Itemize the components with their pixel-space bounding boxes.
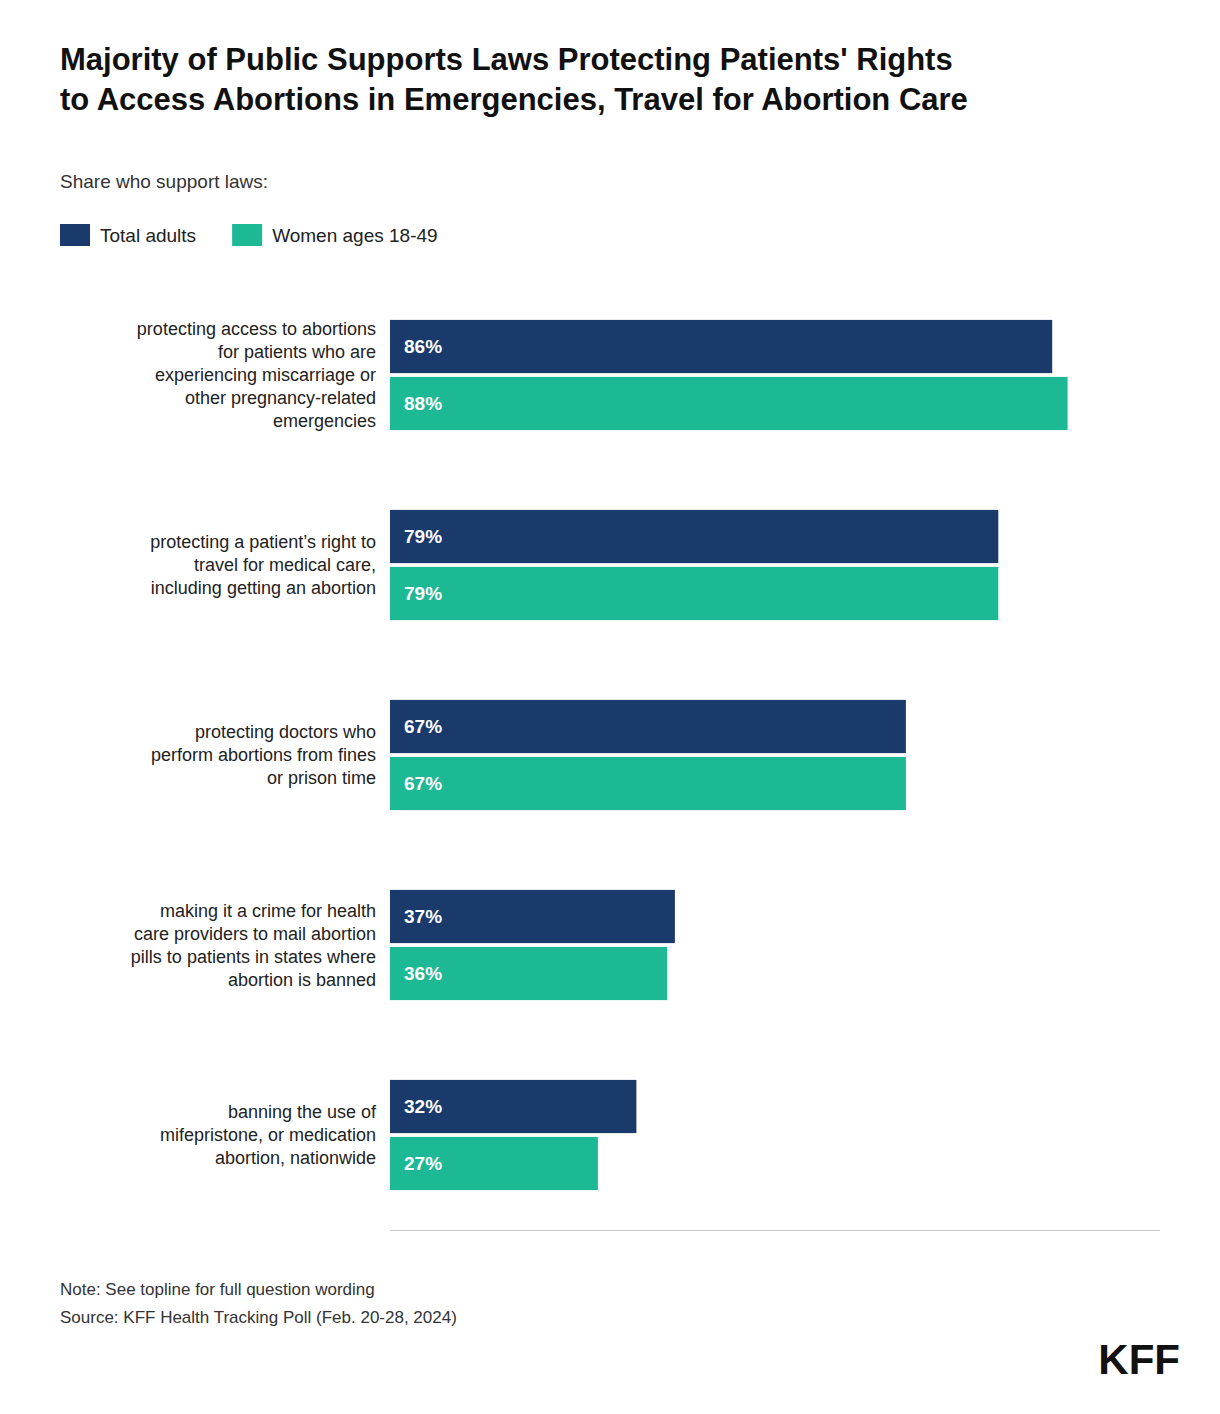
data-label: 36%: [404, 963, 442, 984]
bar: [390, 890, 675, 943]
brand: KFF: [1098, 1336, 1180, 1383]
data-labels: 86% 88% 79% 79% 67% 67% 37% 36% 32% 27%: [404, 336, 442, 1174]
bar: [390, 1137, 598, 1190]
note: Source: KFF Health Tracking Poll (Feb. 2…: [60, 1308, 457, 1327]
bar: [390, 510, 998, 563]
data-label: 27%: [404, 1153, 442, 1174]
data-label: 79%: [404, 526, 442, 547]
category-label: protecting access to abortionsfor patien…: [137, 319, 376, 431]
category-label: protecting doctors whoperform abortions …: [151, 722, 376, 788]
data-label: 37%: [404, 906, 442, 927]
data-label: 32%: [404, 1096, 442, 1117]
data-label: 86%: [404, 336, 442, 357]
bar: [390, 320, 1052, 373]
axis-line: [390, 1230, 1160, 1231]
bar: [390, 567, 998, 620]
data-label: 88%: [404, 393, 442, 414]
subtitle: Share who support laws:: [60, 171, 268, 192]
legend-swatch: [60, 224, 90, 246]
bar: [390, 1080, 636, 1133]
data-label: 67%: [404, 716, 442, 737]
data-label: 79%: [404, 583, 442, 604]
legend-label: Total adults: [100, 225, 196, 246]
chart: Majority of Public Supports Laws Protect…: [0, 0, 1220, 1414]
note: Note: See topline for full question word…: [60, 1280, 375, 1299]
title: Majority of Public Supports Laws Protect…: [60, 42, 968, 117]
bar: [390, 947, 667, 1000]
category-label: making it a crime for healthcare provide…: [131, 901, 376, 990]
background: [0, 0, 1220, 1414]
category-label: banning the use ofmifepristone, or medic…: [160, 1102, 377, 1168]
legend-label: Women ages 18-49: [272, 225, 437, 246]
bars: [390, 320, 1068, 1190]
legend-swatch: [232, 224, 262, 246]
category-label: protecting a patient’s right totravel fo…: [150, 532, 376, 598]
bar: [390, 700, 906, 753]
data-label: 67%: [404, 773, 442, 794]
bar: [390, 757, 906, 810]
bar: [390, 377, 1068, 430]
